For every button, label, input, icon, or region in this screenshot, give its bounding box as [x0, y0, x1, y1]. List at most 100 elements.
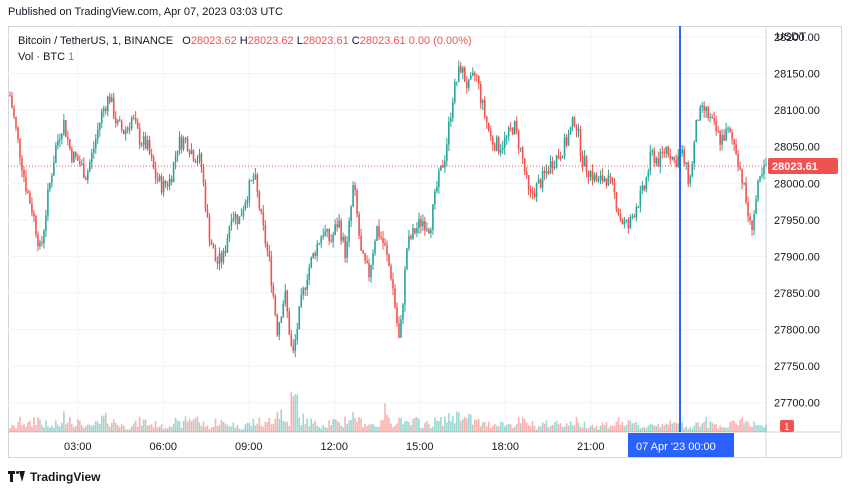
volume-bar — [27, 422, 29, 432]
candle-body — [473, 72, 476, 76]
volume-bar — [286, 421, 289, 432]
candle-body — [146, 139, 149, 149]
candle-body — [190, 150, 193, 154]
candle-body — [625, 220, 628, 222]
volume-bar — [320, 428, 322, 432]
volume-bar — [368, 424, 370, 432]
volume-bar — [434, 417, 436, 432]
candle-body — [35, 216, 37, 235]
symbol-name[interactable]: Bitcoin / TetherUS, 1, BINANCE — [18, 35, 174, 47]
candle-body — [238, 216, 241, 225]
candle-body — [94, 139, 97, 149]
candle-body — [258, 191, 261, 209]
candle-body — [765, 164, 767, 166]
volume-bar — [547, 427, 550, 432]
candle-body — [150, 154, 153, 158]
volume-bar — [254, 425, 257, 432]
volume-bar — [274, 418, 277, 432]
candle-body — [693, 141, 695, 165]
candle-body — [344, 236, 346, 258]
candle-body — [222, 250, 225, 262]
volume-bar — [156, 427, 159, 432]
candle-body — [134, 117, 137, 122]
candle-body — [112, 97, 115, 118]
volume-bar — [761, 425, 763, 432]
volume-bar — [290, 392, 293, 432]
volume-bar — [575, 416, 578, 432]
volume-bar — [284, 421, 287, 432]
volume-bar — [322, 425, 324, 432]
volume-bar — [621, 421, 624, 432]
volume-bar — [302, 413, 305, 432]
volume-bar — [675, 423, 678, 432]
volume-label[interactable]: Vol · BTC — [18, 51, 66, 63]
volume-bar — [234, 427, 237, 432]
last-price-label: 28023.61 — [772, 161, 818, 173]
volume-bar — [751, 426, 753, 432]
volume-bar — [294, 394, 297, 432]
volume-bar — [539, 426, 542, 432]
candle-body — [282, 303, 285, 318]
volume-bar — [487, 421, 490, 432]
volume-bar — [45, 420, 47, 432]
candle-body — [537, 179, 540, 184]
volume-bar — [683, 428, 686, 432]
candle-body — [352, 185, 354, 207]
volume-bar — [382, 419, 384, 432]
volume-bar — [352, 412, 354, 432]
candle-body — [615, 192, 618, 210]
candle-body — [37, 234, 39, 247]
candle-body — [493, 144, 496, 151]
x-tick-label: 18:00 — [492, 441, 520, 453]
open-label: O — [182, 35, 191, 47]
candle-body — [324, 231, 326, 236]
candle-body — [601, 175, 604, 182]
last-price-badge — [768, 158, 838, 175]
candle-body — [140, 144, 143, 146]
volume-bar — [360, 418, 362, 432]
volume-bar — [110, 422, 113, 432]
volume-bar — [639, 428, 642, 432]
volume-bar — [13, 425, 15, 432]
candle-body — [174, 155, 177, 163]
tradingview-brand[interactable]: TradingView — [8, 470, 100, 484]
volume-bar — [589, 426, 592, 432]
candle-body — [557, 155, 560, 159]
volume-bar — [356, 422, 358, 432]
candle-body — [394, 288, 396, 307]
candle-body — [575, 126, 578, 131]
candle-body — [108, 96, 111, 103]
candle-body — [759, 176, 761, 181]
volume-bar — [398, 417, 400, 432]
candle-body — [116, 120, 119, 124]
candle-body — [290, 334, 293, 346]
volume-bar — [731, 420, 733, 432]
volume-bar — [571, 425, 574, 432]
candle-body — [354, 185, 356, 191]
candle-body — [695, 119, 697, 142]
candle-body — [178, 136, 181, 151]
volume-bar — [224, 423, 227, 432]
candlestick-chart[interactable]: 27700.00 27750.00 27800.00 27850.00 27900.00… — [8, 26, 842, 458]
candle-body — [65, 120, 67, 137]
volume-bar — [340, 425, 342, 432]
volume-bar — [428, 424, 430, 432]
volume-bar — [94, 420, 97, 432]
volume-bar — [33, 417, 35, 432]
candle-body — [262, 212, 265, 226]
candle-body — [543, 170, 546, 174]
y-tick-label: 28100.00 — [774, 105, 820, 117]
volume-bar — [551, 424, 554, 432]
chart-frame — [8, 26, 842, 458]
volume-bar — [643, 426, 646, 432]
candle-body — [609, 175, 612, 178]
volume-bar — [635, 421, 638, 432]
candle-body — [61, 134, 63, 140]
volume-bar — [553, 422, 556, 432]
candle-body — [356, 190, 358, 215]
volume-bar — [545, 420, 548, 432]
volume-bar — [124, 429, 127, 432]
volume-bar — [126, 429, 129, 432]
volume-bar — [260, 425, 263, 432]
volume-bar — [727, 427, 729, 432]
